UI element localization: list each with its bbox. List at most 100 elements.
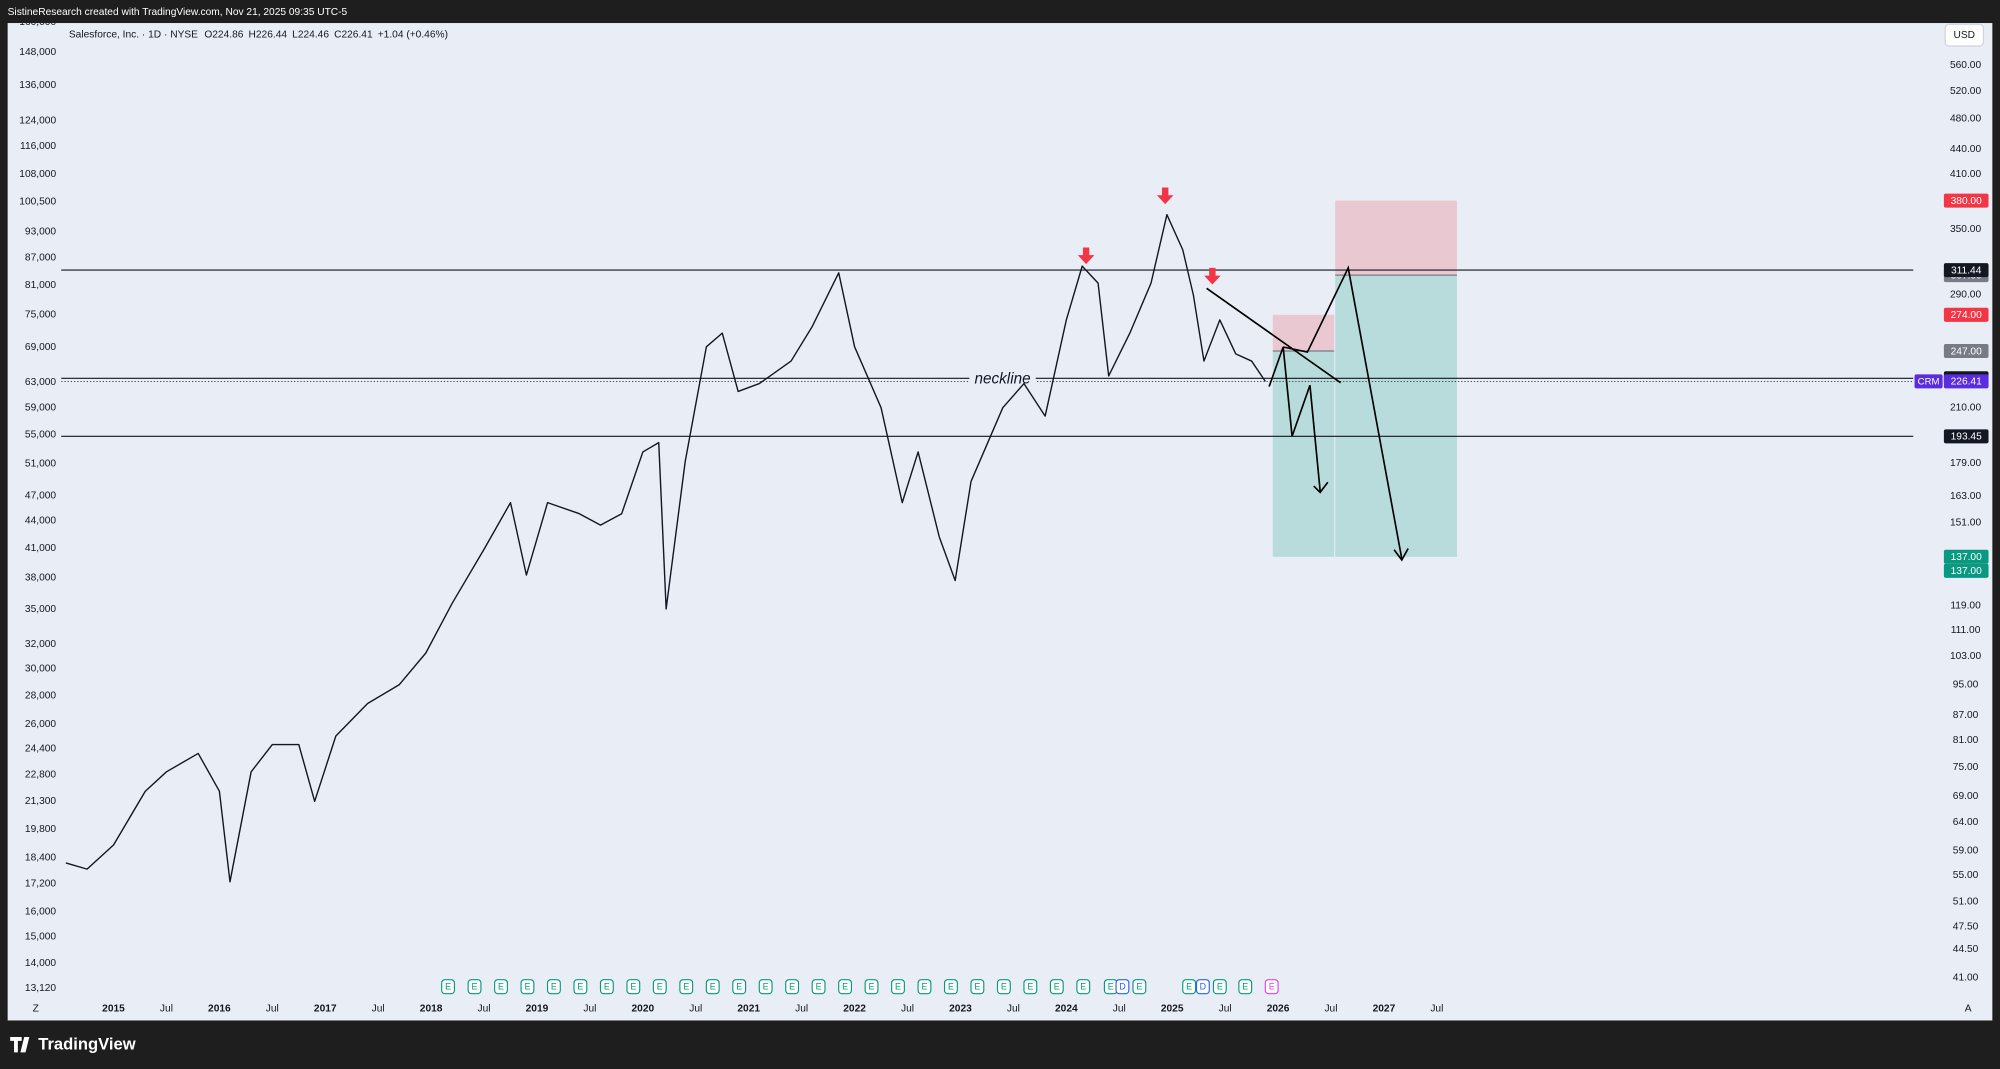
y2-tick-label: 17,200	[25, 879, 56, 890]
x-tick-label: Jul	[1324, 1004, 1337, 1015]
y-tick-label: 47.50	[1953, 921, 1979, 932]
event-marker	[970, 979, 985, 995]
event-marker	[732, 979, 747, 995]
event-label: E	[524, 982, 530, 992]
event-marker	[494, 979, 508, 995]
y-tick-label: 179.00	[1950, 458, 1981, 469]
price-tag	[1943, 343, 1989, 359]
event-label: E	[1269, 982, 1275, 992]
ohlc: L224.46	[292, 29, 329, 40]
event-marker	[758, 979, 773, 995]
y-tick-label: 151.00	[1950, 518, 1981, 529]
x-tick-label: 2026	[1267, 1004, 1290, 1015]
x-tick-label: 2019	[526, 1004, 549, 1015]
event-label: E	[683, 982, 689, 992]
change: +1.04 (+0.46%)	[378, 29, 448, 40]
event-label: E	[498, 982, 504, 992]
price-tag	[1943, 549, 1989, 564]
price-tag	[1943, 263, 1989, 278]
y2-tick-label: 51,000	[25, 459, 56, 470]
risk-zone	[1335, 200, 1457, 276]
event-marker	[520, 979, 535, 995]
y2-tick-label: 14,000	[25, 958, 56, 969]
y-tick-label: 59.00	[1953, 846, 1979, 857]
x-tick-label: 2022	[843, 1004, 866, 1015]
y2-tick-label: 13,120	[25, 983, 56, 994]
x-tick-label: 2027	[1373, 1004, 1396, 1015]
event-marker	[599, 979, 614, 995]
event-marker	[785, 979, 800, 995]
y2-tick-label: 81,000	[25, 280, 56, 291]
event-marker	[1238, 979, 1253, 995]
x-tick-label: 2025	[1161, 1004, 1184, 1015]
plot: neckline	[61, 200, 1914, 883]
y-tick-label: 69.00	[1953, 791, 1979, 802]
y2-tick-label: 63,000	[25, 377, 56, 388]
x-tick-label: Jul	[372, 1004, 385, 1015]
y-tick-label: 103.00	[1950, 651, 1981, 662]
y2-tick-label: 41,000	[25, 543, 56, 554]
y-tick-label: 111.00	[1951, 625, 1981, 636]
brand: TradingView	[38, 1035, 135, 1054]
neckline-label: neckline	[974, 371, 1030, 388]
event-marker	[626, 979, 641, 995]
y2-tick-label: 116,000	[20, 141, 56, 152]
event-label: E	[630, 982, 636, 992]
event-label: E	[1080, 982, 1086, 992]
y2-tick-label: 28,000	[25, 690, 56, 701]
x-tick-label: Jul	[689, 1004, 702, 1015]
y-tick-label: 64.00	[1953, 817, 1979, 828]
arrow	[1077, 247, 1095, 265]
event-marker	[1023, 979, 1038, 995]
symbol-tag	[1914, 374, 1943, 389]
x-tick-label: 2016	[208, 1004, 231, 1015]
credit: SistineResearch created with TradingView…	[8, 7, 348, 18]
event-label: E	[869, 982, 875, 992]
y2-tick-label: 38,000	[25, 572, 56, 583]
event-label: E	[577, 982, 583, 992]
event-label: E	[948, 982, 954, 992]
y2-tick-label: 148,000	[19, 47, 56, 58]
currency-button[interactable]	[1944, 23, 1985, 47]
y2-tick-label: 55,000	[25, 430, 56, 441]
x-tick-label: Jul	[1219, 1004, 1232, 1015]
event-label: E	[736, 982, 742, 992]
y-tick-label: 44.50	[1953, 944, 1979, 955]
event-marker	[1115, 979, 1130, 995]
y-tick-label: 210.00	[1950, 402, 1981, 413]
event-marker	[838, 979, 853, 995]
overlay: 560.00 520.00 480.00 440.00 410.00 350.00 290.…	[19, 17, 1989, 1015]
event-marker	[917, 979, 932, 995]
y2-tick-label: 35,000	[25, 604, 56, 615]
x-tick-label: 2021	[737, 1004, 760, 1015]
y2-tick-label: 22,800	[25, 770, 56, 781]
event-label: E	[657, 982, 663, 992]
brand-logo: TradingView	[10, 1035, 136, 1054]
corner-label[interactable]: A	[1965, 1004, 1972, 1015]
event-label: E	[710, 982, 716, 992]
y-tick-label: 81.00	[1953, 735, 1979, 746]
y-tick-label: 163.00	[1950, 491, 1981, 502]
currency[interactable]: USD	[1954, 30, 1976, 41]
ohlc: H226.44	[249, 29, 288, 40]
corner-label[interactable]: Z	[33, 1004, 39, 1015]
price-tag-label: 226.41	[1951, 377, 1982, 388]
price-tag-label: 137.00	[1951, 552, 1982, 563]
event-marker	[864, 979, 879, 995]
y-tick-label: 350.00	[1950, 224, 1981, 235]
x-tick-label: Jul	[795, 1004, 808, 1015]
y-tick-label: 87.00	[1953, 710, 1979, 721]
x-tick-label: 2024	[1055, 1004, 1078, 1015]
x-tick-label: 2017	[314, 1004, 337, 1015]
price-tag-label: 247.00	[1951, 346, 1982, 357]
event-label: E	[763, 982, 769, 992]
event-marker	[1212, 979, 1227, 995]
event-marker	[811, 979, 826, 995]
price-tag	[1943, 307, 1989, 322]
y2-tick-label: 136,000	[19, 80, 56, 91]
y2-tick-label: 15,000	[25, 932, 56, 943]
event-marker	[943, 979, 958, 995]
y2-tick-label: 44,000	[25, 516, 56, 527]
y2-tick-label: 59,000	[25, 402, 56, 413]
